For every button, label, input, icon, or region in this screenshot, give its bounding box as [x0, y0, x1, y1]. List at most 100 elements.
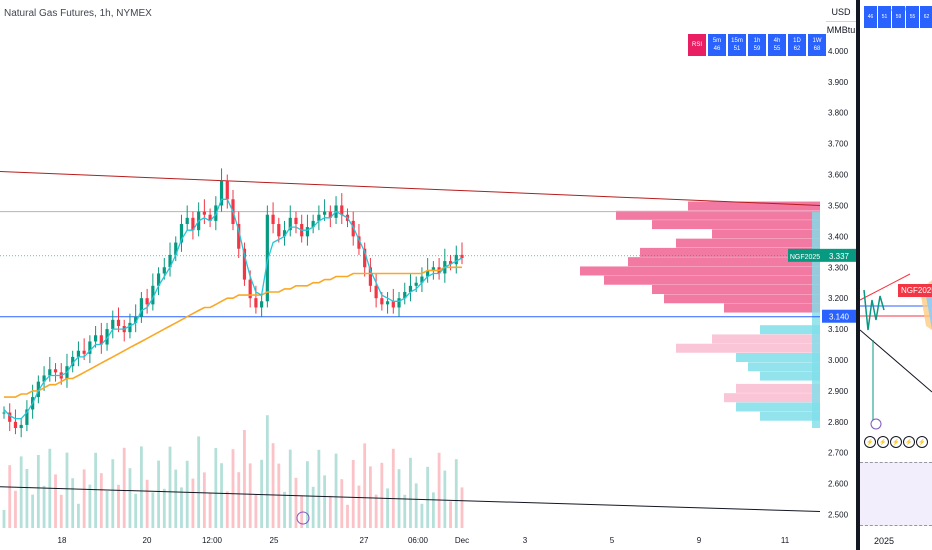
currency-label[interactable]: USD [826, 4, 856, 22]
rsi-cell: 15m 51 [728, 34, 746, 56]
volume-bar [254, 494, 258, 528]
candle-body [179, 224, 184, 243]
candle-body [248, 279, 252, 299]
candle-body [185, 217, 189, 224]
volume-bar [237, 472, 241, 528]
volume-bar [403, 494, 407, 528]
candle-body [311, 220, 315, 228]
volume-bar [369, 466, 372, 528]
volume-profile-bar [652, 220, 820, 230]
candle-body [368, 267, 372, 286]
volume-bar [328, 495, 332, 528]
event-icon[interactable]: ⚡ [877, 436, 889, 448]
y-tick-label: 2.500 [828, 511, 849, 520]
symbol-tag: NGF2025 [790, 254, 820, 261]
volume-bar [105, 491, 109, 528]
x-tick-label: 27 [360, 536, 369, 545]
y-tick-label: 3.100 [828, 325, 849, 334]
y-tick-label: 2.800 [828, 418, 849, 427]
volume-bar [357, 485, 361, 528]
candle-body [99, 335, 103, 345]
y-tick-label: 2.900 [828, 387, 849, 396]
candle-body [397, 298, 401, 308]
volume-profile-bar [712, 229, 820, 239]
volume-profile-bar [604, 275, 820, 285]
unit-label[interactable]: MMBtu [826, 25, 856, 35]
volume-profile-bar [580, 266, 820, 276]
slow-moving-average [4, 266, 462, 398]
x-tick-label: 5 [610, 536, 615, 545]
secondary-year-label: 2025 [874, 536, 895, 546]
current-price-tag-bg [822, 248, 856, 262]
candle-body [13, 421, 18, 428]
rsi-cell: 5m 46 [708, 34, 726, 56]
volume-profile-bar [664, 294, 820, 304]
x-tick-label: Dec [455, 536, 469, 545]
candle-body [71, 356, 75, 367]
candle-body [357, 236, 361, 249]
volume-bar [59, 494, 63, 528]
candle-body [25, 409, 29, 425]
event-icon[interactable]: ⚡ [864, 436, 876, 448]
candle-body [328, 211, 332, 218]
pane-divider[interactable] [856, 0, 860, 550]
volume-bar [437, 452, 441, 528]
candle-body [460, 254, 464, 258]
candle-body [53, 369, 58, 373]
volume-bar [311, 486, 315, 528]
price-tags: NGF2025 3.337 3.140 [296, 248, 856, 525]
volume-profile-bar [688, 201, 820, 211]
volume-profile-bar [736, 353, 820, 362]
volume-profile-bar [676, 343, 820, 353]
candle-body [36, 381, 40, 398]
event-icon[interactable]: ⚡ [916, 436, 928, 448]
candle-body [380, 298, 384, 305]
candle-body [340, 205, 344, 215]
candle-body [48, 369, 52, 376]
event-icon[interactable]: ⚡ [890, 436, 902, 448]
candle-body [208, 214, 212, 221]
price-chart[interactable]: 4.000 3.900 3.800 3.700 3.600 3.500 3.400 3.300… [0, 0, 856, 550]
candle-body [431, 267, 435, 271]
candle-body [323, 211, 327, 215]
chart-title: Natural Gas Futures, 1h, NYMEX [4, 8, 152, 19]
mini-rsi-cell: 59 [892, 6, 905, 28]
volume-bar [208, 492, 212, 528]
y-tick-label: 2.600 [828, 480, 849, 489]
rsi-cell: 1h 59 [748, 34, 766, 56]
volume-bar [431, 492, 435, 528]
current-price-tag: 3.337 [829, 252, 850, 261]
volume-bar [25, 469, 29, 528]
mini-rsi-cell: 55 [906, 6, 919, 28]
volume-bar [180, 487, 183, 528]
candle-body [374, 285, 378, 299]
volume-bar [426, 466, 430, 528]
y-tick-label: 3.600 [828, 171, 849, 180]
volume-bar [202, 472, 206, 528]
volume-bar [19, 456, 23, 528]
volume-bar [191, 478, 195, 528]
volume-profile-bar [760, 411, 820, 421]
moving-averages [3, 198, 463, 420]
volume-bars [2, 415, 464, 528]
x-tick-label: 9 [697, 536, 702, 545]
candle-body [88, 341, 92, 354]
volume-profile-bar [616, 210, 820, 220]
candle-body [403, 292, 407, 299]
lower-trendline [0, 486, 821, 512]
candle-body [128, 322, 132, 333]
candle-body [271, 214, 275, 224]
volume-bar [157, 460, 160, 528]
y-tick-label: 3.800 [828, 109, 849, 118]
candle-body [139, 298, 143, 317]
symbol-tag-bg [788, 248, 822, 262]
volume-bar [351, 460, 355, 528]
volume-bar [14, 490, 17, 528]
candle-body [105, 329, 109, 345]
currency-unit-box[interactable]: USD MMBtu [826, 4, 856, 39]
candle-body [385, 301, 390, 305]
event-icon[interactable]: ⚡ [903, 436, 915, 448]
candle-body [288, 217, 292, 231]
secondary-chart-pane[interactable]: 46 51 59 55 62 NGF2025 NGF2025 ⚡ ⚡ ⚡ ⚡ ⚡… [860, 0, 932, 550]
candle-body [317, 214, 321, 221]
